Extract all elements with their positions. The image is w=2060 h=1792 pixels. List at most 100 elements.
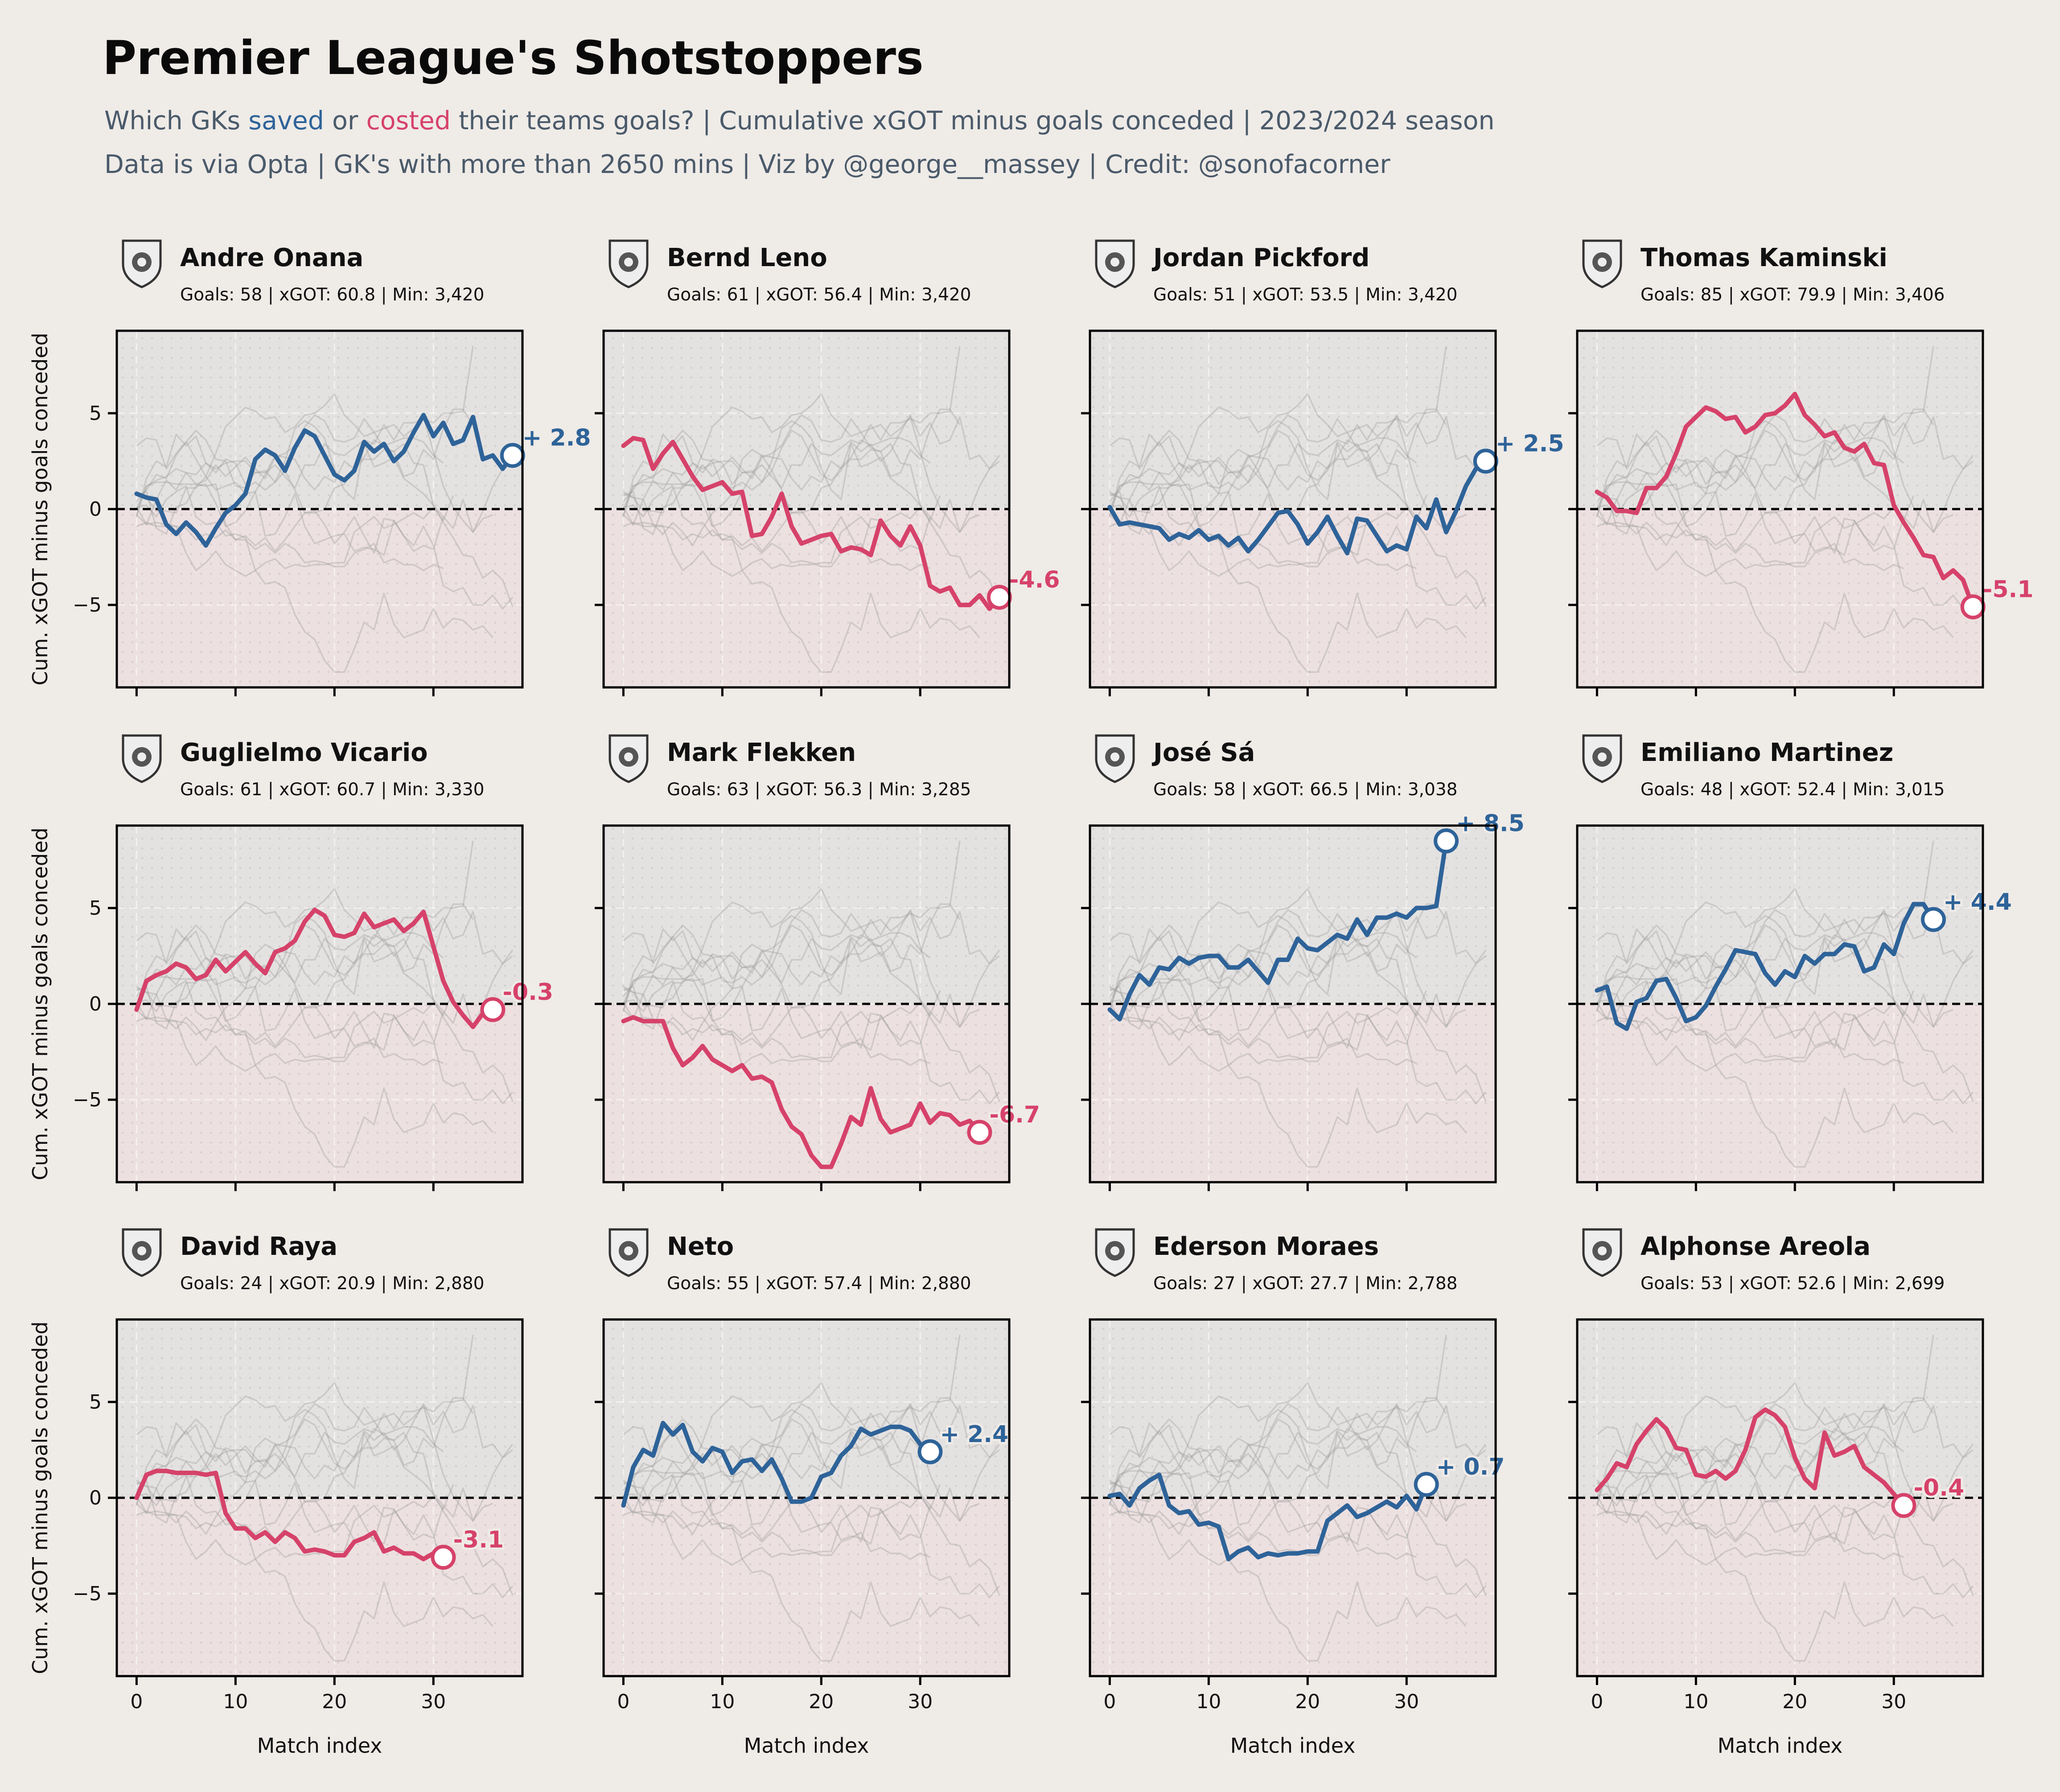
x-tick-label: 0	[617, 1690, 629, 1713]
panel-jos-s-: + 8.5 José Sá Goals: 58 | xGOT: 66.5 | Min…	[1081, 734, 1527, 1191]
x-tick-label: 10	[710, 1690, 735, 1713]
ghost-series-line	[622, 955, 1000, 1049]
ghost-series-line	[1596, 420, 1904, 518]
x-tick-label: 10	[223, 1690, 248, 1713]
ghost-series-line	[623, 1335, 961, 1514]
everton-crest-icon	[1095, 239, 1135, 288]
chart-subtitle: Which GKs saved or costed their teams go…	[104, 106, 1495, 136]
ghost-series-line	[1109, 909, 1467, 1028]
x-tick-label: 30	[421, 1690, 446, 1713]
player-stats: Goals: 24 | xGOT: 20.9 | Min: 2,880	[180, 1274, 484, 1294]
player-stats: Goals: 61 | xGOT: 56.4 | Min: 3,420	[667, 285, 971, 305]
player-stats: Goals: 61 | xGOT: 60.7 | Min: 3,330	[180, 780, 484, 800]
ghost-series-line	[1109, 346, 1447, 526]
panel-david-raya: -3.1 0 10 20 30 −5 0 5 Cum. xGOT minus goals con…	[28, 1228, 524, 1758]
end-value-label: + 0.7	[1436, 1454, 1505, 1480]
ghost-series-line	[1597, 1474, 1915, 1560]
x-tick-label: 0	[1103, 1690, 1116, 1713]
end-value-label: + 2.5	[1496, 430, 1564, 457]
end-marker	[1414, 1471, 1439, 1497]
manchester-united-crest-icon	[122, 239, 162, 288]
ghost-series-line	[136, 928, 444, 1012]
y-tick-label: 5	[89, 897, 102, 920]
ghost-series-line	[136, 915, 444, 1012]
end-marker	[500, 443, 525, 468]
ghost-series-line	[1596, 460, 1974, 554]
ghost-series-line	[1596, 481, 1904, 571]
player-name: Andre Onana	[180, 243, 363, 272]
panel-thomas-kaminski: -5.1 Thomas Kaminski Goals: 85 | xGOT: 79.…	[1568, 239, 2036, 696]
ghost-series-line	[1109, 976, 1417, 1066]
subtitle-part: saved	[248, 106, 324, 136]
ghost-series-line	[623, 841, 961, 1020]
ghost-series-line	[1109, 1335, 1447, 1514]
series-line	[621, 436, 1002, 611]
ghost-series-line	[622, 976, 931, 1066]
ghost-series-line	[136, 1403, 514, 1535]
player-name: Guglielmo Vicario	[180, 738, 428, 767]
panel-ederson-moraes: + 0.7 0 10 20 30 Match index Ederson Moraes Goa…	[1081, 1228, 1507, 1758]
ghost-series-line	[136, 1474, 454, 1560]
ghost-series-line	[1109, 1409, 1417, 1506]
ghost-series-line	[623, 888, 1000, 1102]
ghost-series-line	[1596, 1422, 1904, 1506]
panel-neto: + 2.4 0 10 20 30 Match index Neto Goals: 55 | x…	[595, 1228, 1011, 1758]
series-line	[1107, 838, 1448, 1022]
ghost-series-line	[1596, 1403, 1954, 1522]
player-stats: Goals: 85 | xGOT: 79.9 | Min: 3,406	[1641, 285, 1945, 305]
ghost-series-line	[623, 909, 1000, 1041]
fulham-crest-icon	[609, 239, 649, 288]
ghost-series-line	[1110, 485, 1427, 571]
end-marker	[480, 997, 506, 1022]
ghost-series-line	[136, 1422, 444, 1506]
ghost-series-line	[1109, 420, 1417, 518]
ghost-series-line	[1109, 932, 1487, 1105]
end-value-label: + 8.5	[1456, 810, 1525, 837]
y-tick-label: −5	[73, 1089, 102, 1111]
ghost-series-line	[1109, 1510, 1467, 1662]
series-line	[134, 908, 495, 1029]
wolves-crest-icon	[1095, 734, 1135, 783]
brentford-crest-icon	[609, 734, 649, 783]
y-tick-label: −5	[73, 1582, 102, 1605]
ghost-series-line	[1596, 1403, 1974, 1535]
ghost-series-line	[623, 522, 980, 673]
ghost-series-line	[1109, 1403, 1467, 1522]
ghost-series-line	[623, 485, 941, 571]
ghost-series-line	[136, 433, 444, 517]
ghost-series-line	[623, 1426, 1000, 1599]
end-value-label: -0.3	[502, 979, 553, 1006]
end-value-label: + 2.8	[522, 425, 591, 452]
y-tick-label: 5	[89, 1391, 102, 1414]
ghost-series-line	[623, 980, 941, 1066]
player-stats: Goals: 51 | xGOT: 53.5 | Min: 3,420	[1153, 285, 1457, 305]
ghost-series-line	[623, 346, 961, 526]
panel-jordan-pickford: + 2.5 Jordan Pickford Goals: 51 | xGOT: 53…	[1081, 239, 1567, 696]
ghost-series-line	[1596, 915, 1904, 1012]
ghost-series-line	[623, 1510, 980, 1662]
ghost-series-line	[1109, 903, 1447, 1030]
series-line	[621, 1421, 933, 1508]
x-axis-label: Match index	[257, 1734, 382, 1758]
end-value-label: -5.1	[1983, 576, 2034, 603]
series-line	[1107, 459, 1488, 555]
ghost-series-line	[1109, 915, 1417, 1012]
ghost-series-line	[1109, 1426, 1487, 1599]
ghost-series-line	[1596, 437, 1974, 610]
player-stats: Goals: 53 | xGOT: 52.6 | Min: 2,699	[1641, 1274, 1945, 1294]
ghost-series-line	[622, 1470, 931, 1560]
y-tick-label: 5	[89, 402, 102, 425]
ghost-series-line	[623, 903, 961, 1030]
ghost-series-line	[1109, 481, 1417, 571]
ghost-series-line	[623, 408, 961, 535]
series-line	[1595, 1407, 1906, 1508]
player-name: Jordan Pickford	[1151, 243, 1369, 272]
ghost-series-line	[136, 976, 444, 1066]
ghost-series-line	[623, 1397, 961, 1524]
ghost-series-line	[1109, 522, 1467, 673]
subtitle-part: Which GKs	[104, 106, 248, 136]
ghost-series-line	[136, 955, 513, 1049]
y-axis-label: Cum. xGOT minus goals conceded	[28, 333, 52, 685]
ghost-series-line	[136, 1335, 474, 1514]
end-marker	[1891, 1493, 1916, 1518]
